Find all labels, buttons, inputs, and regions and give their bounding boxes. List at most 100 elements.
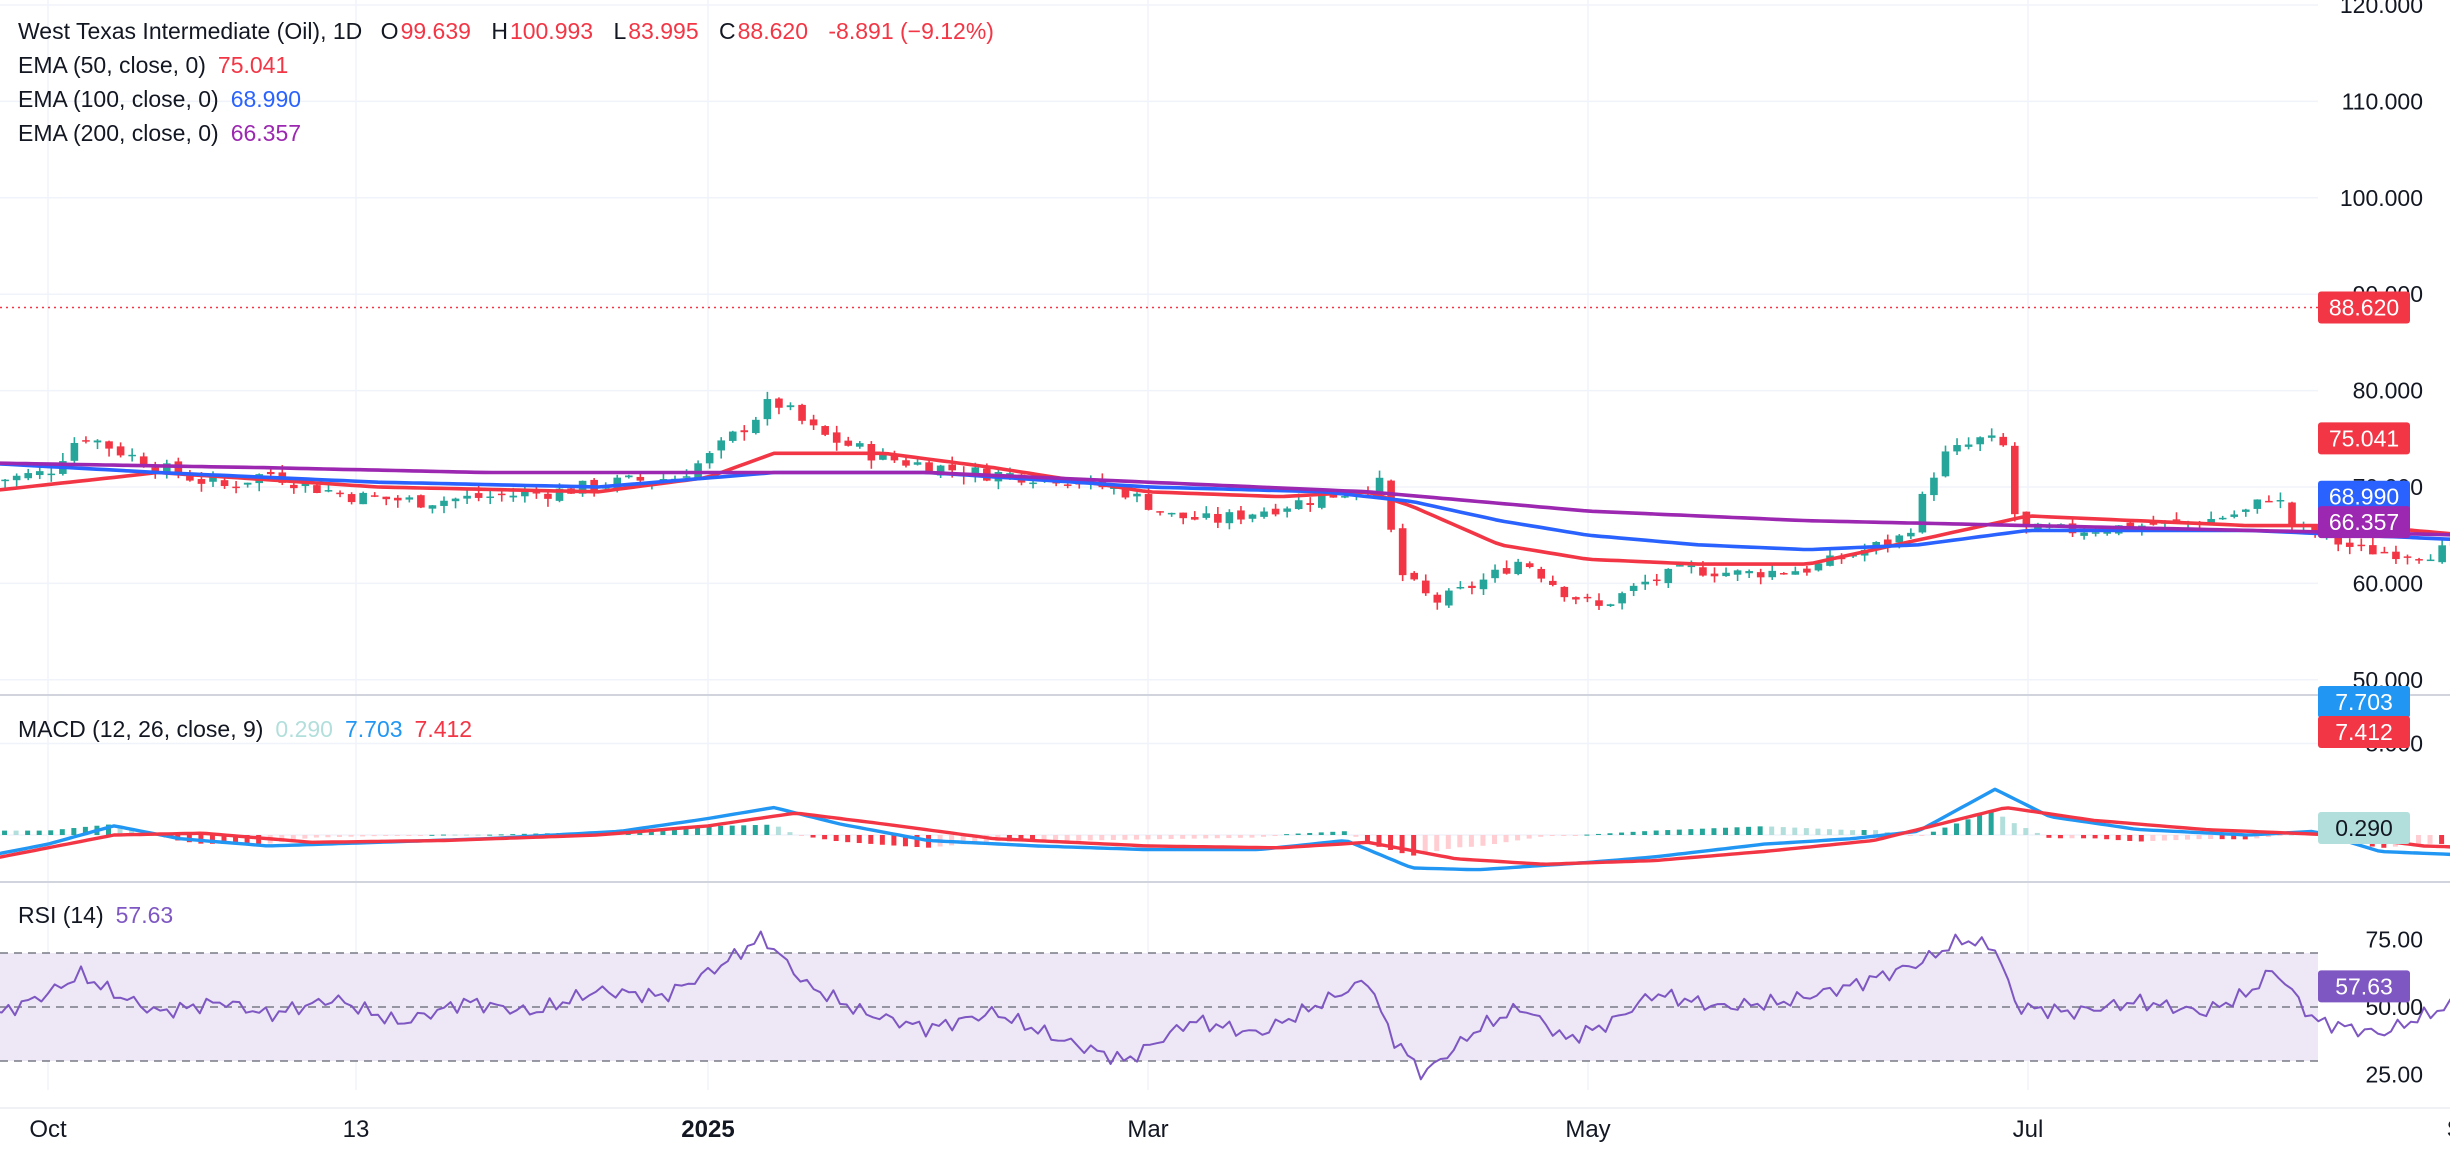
candle-body [740, 430, 749, 433]
macd-histogram-bar [2185, 835, 2190, 840]
close-value: 88.620 [737, 18, 808, 44]
macd-histogram-bar [2231, 835, 2237, 840]
macd-histogram-bar [360, 835, 366, 837]
candle-body [2011, 445, 2019, 515]
candle-body [1595, 600, 1603, 606]
macd-histogram-bar [2173, 835, 2179, 841]
candle-body [1283, 508, 1291, 512]
macd-histogram-bar [313, 835, 319, 838]
time-tick-label: Mar [1127, 1116, 1168, 1143]
macd-histogram-bar [1734, 827, 1740, 835]
candle-body [370, 495, 379, 497]
candle-body [2426, 559, 2435, 562]
macd-histogram-bar [1041, 835, 1047, 842]
macd-histogram-bar [648, 830, 654, 835]
candle-body [2288, 502, 2296, 527]
macd-histogram-bar [1757, 826, 1763, 835]
ema200-badge-bg [2318, 506, 2410, 539]
candle-body [1780, 573, 1788, 575]
macd-pane[interactable] [0, 687, 2450, 872]
rsi-band-layer [0, 952, 2318, 1062]
price-tick-label: 80.000 [2353, 378, 2423, 404]
ema200-label: EMA (200, close, 0) [18, 120, 219, 146]
macd-histogram-bar [1619, 832, 1625, 835]
macd-histogram-bar [25, 830, 31, 835]
candle-body [913, 462, 922, 465]
signal-value: 7.412 [414, 716, 473, 742]
candle-body [116, 446, 125, 456]
ema100-value: 68.990 [230, 86, 302, 112]
macd-label: MACD (12, 26, close, 9) [18, 716, 264, 742]
macd-histogram-bar [891, 835, 897, 846]
candle-body [1710, 573, 1719, 577]
ema200-legend[interactable]: EMA (200, close, 0) 66.357 [18, 120, 313, 147]
ema50-legend[interactable]: EMA (50, close, 0) 75.041 [18, 52, 300, 79]
macd-histogram-bar [1965, 819, 1971, 835]
candle-body [625, 475, 633, 478]
macd-histogram-bar [1457, 835, 1463, 848]
macd-histogram-bar [1838, 829, 1844, 835]
price-pane[interactable] [0, 68, 2450, 623]
candle-body [879, 452, 887, 460]
macd-badge: 7.703 [2335, 689, 2393, 715]
change-value: -8.891 (−9.12%) [828, 18, 994, 44]
candle-body [1953, 445, 1961, 452]
time-axis[interactable]: Oct132025MarMayJulSepNov2026MarMay [29, 1116, 2450, 1143]
candle-body [1445, 590, 1453, 606]
candle-body [2345, 542, 2354, 547]
rsi-pane[interactable] [0, 906, 2450, 1081]
candle-body [1421, 580, 1430, 594]
candle-body [1410, 572, 1418, 580]
candle-body [1930, 477, 1938, 496]
candle-body [971, 467, 980, 475]
macd-histogram-bar [2127, 835, 2133, 841]
candle-body [1479, 579, 1488, 590]
macd-histogram-bar [2115, 835, 2121, 841]
open-key: O [380, 18, 399, 44]
candle-body [763, 399, 772, 420]
macd-histogram-bar [82, 826, 88, 835]
candle-body [1699, 567, 1707, 576]
time-tick-label: May [1565, 1116, 1610, 1143]
candle-body [902, 460, 910, 466]
rsi-legend[interactable]: RSI (14) 57.63 [18, 902, 185, 929]
macd-histogram-bar [1399, 835, 1405, 854]
macd-histogram-bar [1468, 835, 1474, 847]
macd-histogram-bar [302, 835, 308, 839]
symbol-title: West Texas Intermediate (Oil), 1D [18, 18, 363, 44]
ema100-legend[interactable]: EMA (100, close, 0) 68.990 [18, 86, 313, 113]
candle-body [682, 476, 691, 478]
candle-body [2103, 531, 2111, 534]
candle-body [1121, 487, 1130, 498]
candle-body [832, 432, 841, 443]
candle-body [752, 419, 760, 434]
high-value: 100.993 [509, 18, 594, 44]
macd-histogram-bar [2034, 832, 2040, 835]
ema50-badge-bg [2318, 422, 2410, 455]
candle-body [2392, 551, 2400, 560]
price-axis[interactable]: 120.000110.000100.00090.00080.00070.0006… [2318, 0, 2423, 1088]
macd-legend[interactable]: MACD (12, 26, close, 9) 0.290 7.703 7.412 [18, 716, 484, 743]
macd-histogram-bar [487, 834, 493, 836]
macd-histogram-bar [2046, 835, 2052, 838]
rsi-badge: 57.63 [2335, 973, 2393, 999]
macd-histogram-bar [2427, 835, 2433, 844]
macd-histogram-bar [1850, 830, 1856, 835]
candle-body [1063, 484, 1072, 486]
rsi-tick-label: 75.00 [2365, 927, 2423, 953]
macd-histogram-bar [1526, 835, 1532, 839]
candle-body [2172, 519, 2181, 521]
macd-histogram-bar [1907, 835, 1913, 836]
candle-body [1491, 569, 1499, 579]
macd-histogram-bar [1064, 835, 1070, 841]
price-tick-label: 60.000 [2353, 570, 2423, 596]
macd-histogram-bar [856, 835, 862, 844]
candle-body [936, 465, 945, 476]
candle-body [1248, 514, 1257, 519]
macd-histogram-bar [1191, 835, 1197, 839]
candle-body [139, 456, 148, 468]
macd-histogram-bar [2104, 835, 2110, 840]
macd-histogram-bar [1595, 833, 1601, 835]
candle-body [555, 488, 564, 501]
candle-body [93, 440, 102, 443]
